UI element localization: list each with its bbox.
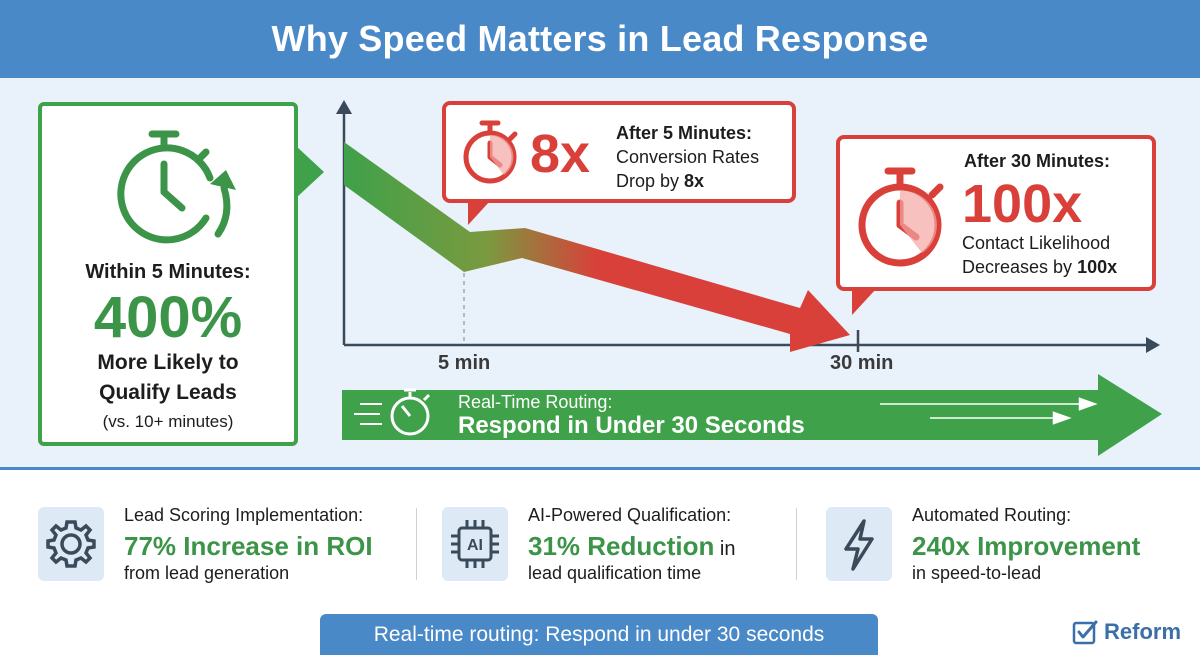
- callout-line-1: Contact Likelihood: [962, 233, 1111, 253]
- card-comparison: (vs. 10+ minutes): [102, 412, 234, 431]
- tick-label-5min: 5 min: [438, 352, 491, 374]
- stat-detail: from lead generation: [124, 563, 290, 583]
- decline-arrow: [344, 142, 850, 352]
- stat-detail: in speed-to-lead: [912, 563, 1042, 583]
- stat-value: 31% Reduction in: [528, 531, 736, 562]
- stat-value-text: 31% Reduction: [528, 531, 715, 561]
- callout-5-minutes: 8x After 5 Minutes: Conversion Rates Dro…: [442, 101, 796, 225]
- checkbox-icon: [1072, 620, 1098, 645]
- callout-heading: After 30 Minutes:: [964, 151, 1111, 171]
- gear-icon: [38, 507, 104, 581]
- stat-divider: [796, 508, 797, 580]
- routing-stopwatch-icon: [390, 388, 431, 436]
- header-bar: Why Speed Matters in Lead Response: [0, 0, 1200, 78]
- routing-arrow: [342, 374, 1162, 456]
- five-minute-card: Within 5 Minutes: 400% More Likely to Qu…: [38, 102, 324, 446]
- stat-label: AI-Powered Qualification:: [528, 505, 732, 525]
- stat-value: 77% Increase in ROI: [124, 531, 373, 562]
- card-heading: Within 5 Minutes:: [85, 261, 251, 283]
- stat-value-text: 77% Increase in ROI: [124, 531, 373, 561]
- brand-name: Reform: [1104, 619, 1182, 644]
- card-description: More Likely to Qualify Leads: [42, 348, 294, 408]
- callout-multiplier: 100x: [962, 174, 1083, 234]
- ai-chip-icon: AI: [442, 507, 508, 581]
- motion-arrows-icon: [880, 397, 1098, 425]
- callout-line-1: Conversion Rates: [616, 147, 760, 167]
- routing-subtitle: Real-Time Routing:: [458, 392, 613, 412]
- callout-line-2-text: Drop by: [616, 171, 685, 191]
- callout-heading: After 5 Minutes:: [616, 123, 753, 143]
- stopwatch-refresh-icon: [117, 130, 236, 244]
- stat-label: Automated Routing:: [912, 505, 1072, 525]
- stat-automated-routing: Automated Routing: 240x Improvement in s…: [826, 505, 1166, 585]
- callout-multiplier: 8x: [530, 124, 591, 184]
- card-line-1: More Likely to: [97, 351, 239, 374]
- brand-logo: Reform: [1072, 618, 1181, 646]
- y-axis-arrowhead: [336, 100, 352, 114]
- routing-main-text: Respond in Under 30 Seconds: [458, 412, 805, 439]
- bottom-banner: Real-time routing: Respond in under 30 s…: [320, 614, 878, 655]
- stat-label: Lead Scoring Implementation:: [124, 505, 364, 525]
- callout-tail: [852, 289, 876, 315]
- callout-line-2-text: Decreases by: [962, 257, 1078, 277]
- banner-text: Real-time routing: Respond in under 30 s…: [373, 622, 825, 646]
- stat-lead-scoring: Lead Scoring Implementation: 77% Increas…: [38, 505, 398, 585]
- stat-value-suffix: in: [714, 538, 736, 560]
- speed-lines-icon: [354, 403, 382, 425]
- callout-line-2: Drop by 8x: [616, 171, 704, 192]
- lightning-icon: [826, 507, 892, 581]
- callout-tail: [468, 201, 490, 225]
- callout-line-2-bold: 100x: [1077, 257, 1118, 277]
- page-title: Why Speed Matters in Lead Response: [271, 18, 929, 59]
- stat-divider: [416, 508, 417, 580]
- callout-line-2-bold: 8x: [684, 171, 705, 191]
- tick-label-30min: 30 min: [830, 352, 894, 374]
- callout-30-minutes: After 30 Minutes: 100x Contact Likelihoo…: [836, 135, 1156, 315]
- ai-chip-label: AI: [467, 537, 483, 554]
- x-axis-arrowhead: [1146, 337, 1160, 353]
- callout-line-2: Decreases by 100x: [962, 257, 1117, 278]
- stat-detail: lead qualification time: [528, 563, 702, 583]
- card-line-2: Qualify Leads: [99, 381, 237, 404]
- stat-value-text: 240x Improvement: [912, 531, 1141, 561]
- card-pointer: [296, 146, 324, 198]
- stat-ai-qualification: AI AI-Powered Qualification: 31% Reducti…: [442, 505, 782, 585]
- stopwatch-red-icon: [463, 120, 518, 184]
- stat-value: 240x Improvement: [912, 531, 1140, 562]
- stopwatch-red-large-icon: [858, 167, 944, 267]
- card-big-value: 400%: [93, 285, 243, 350]
